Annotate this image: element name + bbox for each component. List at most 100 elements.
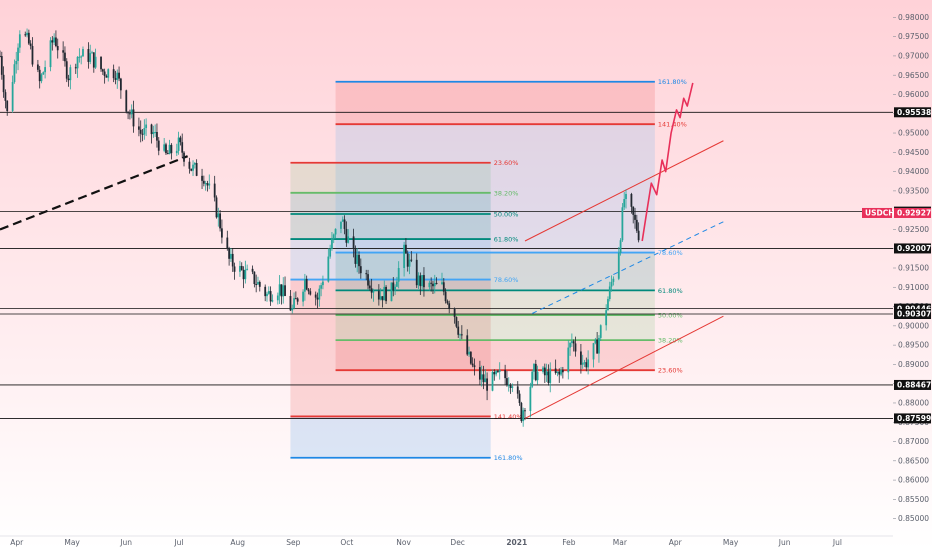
candle-body — [511, 386, 514, 388]
candle-body — [38, 69, 41, 82]
candle-body — [580, 351, 582, 365]
candle-body — [26, 32, 28, 36]
candle-body — [114, 78, 117, 80]
candle-body — [296, 298, 299, 302]
candle-body — [233, 266, 236, 272]
candle-body — [469, 351, 472, 364]
candle-body — [76, 56, 79, 69]
trendline-black-dashed[interactable] — [0, 155, 189, 231]
candle-body — [466, 335, 469, 355]
candle-body — [370, 288, 373, 293]
fib-right-zone-band — [335, 252, 655, 291]
candle-body — [471, 363, 474, 366]
candle-body — [266, 293, 268, 297]
fib-left-zone-band — [290, 239, 491, 280]
y-tick-label: 0.90000 — [898, 321, 929, 330]
candle-body — [215, 197, 218, 218]
candle-body — [484, 378, 487, 383]
candle-body — [119, 78, 122, 91]
candle-body — [92, 52, 95, 68]
candle-body — [493, 371, 496, 375]
candle-body — [132, 109, 135, 127]
candle-body — [183, 152, 185, 162]
candle-body — [383, 286, 386, 301]
y-tick-label: 0.85000 — [898, 514, 929, 523]
candle-body — [87, 49, 90, 62]
candle-body — [280, 284, 283, 297]
candle-body — [459, 334, 461, 336]
candle-body — [347, 236, 350, 243]
trendline-channel-upper[interactable] — [524, 140, 724, 242]
candle-body — [531, 371, 534, 387]
candle-body — [269, 291, 272, 302]
candle-body — [62, 50, 65, 53]
candle-body — [303, 279, 306, 292]
candle-body — [457, 326, 460, 335]
y-tick-label: 0.94500 — [898, 148, 929, 157]
candle-body — [190, 168, 193, 171]
candle-body — [91, 52, 93, 54]
candle-body — [156, 131, 158, 141]
candle-body — [13, 64, 16, 82]
level-price-tag — [894, 379, 931, 390]
candle-body — [258, 281, 261, 287]
trendline-channel-lower[interactable] — [524, 315, 724, 419]
candle-body — [385, 286, 387, 302]
candle-body — [255, 284, 258, 286]
candle-body — [520, 403, 523, 422]
candle-body — [435, 282, 438, 285]
level-price-tag — [894, 243, 931, 254]
candle-body — [583, 362, 586, 364]
candle-body — [334, 228, 337, 235]
candle-body — [284, 285, 286, 296]
candle-body — [244, 269, 247, 280]
candle-body — [195, 162, 198, 176]
fib-right-zone-band — [335, 124, 655, 253]
candle-body — [570, 341, 573, 343]
candle-body — [42, 72, 45, 75]
candle-body — [278, 284, 281, 296]
candle-body — [612, 278, 615, 282]
candle-body — [105, 76, 108, 78]
candle-body — [585, 362, 588, 368]
candle-body — [506, 378, 508, 386]
candle-body — [359, 266, 362, 274]
candle-body — [545, 371, 548, 376]
candle-body — [599, 325, 602, 338]
candle-body — [228, 248, 231, 259]
candle-body — [598, 337, 600, 354]
candle-body — [482, 374, 485, 383]
candle-body — [150, 124, 153, 135]
x-tick-label: Feb — [562, 538, 576, 547]
candle-body — [2, 74, 5, 93]
candle-body — [294, 298, 297, 300]
candle-body — [318, 288, 321, 300]
candle-body — [587, 359, 590, 368]
level-price-tag-text: 0.87599 — [897, 414, 931, 423]
candle-body — [372, 291, 375, 293]
y-tick-label: 0.89000 — [898, 360, 929, 369]
candle-body — [460, 334, 463, 336]
candle-body — [165, 144, 167, 154]
fib-left-level-label: 23.60% — [494, 159, 519, 167]
candle-body — [11, 81, 14, 112]
last-price-tag — [894, 207, 931, 218]
candle-body — [145, 124, 148, 129]
candle-body — [143, 128, 146, 135]
candle-body — [343, 219, 346, 229]
candle-body — [257, 281, 259, 285]
fib-right-zone-band — [335, 290, 655, 316]
x-tick-label: Dec — [450, 538, 465, 547]
candle-body — [246, 268, 249, 270]
candle-body — [365, 273, 368, 275]
forecast-path[interactable] — [641, 82, 694, 242]
candle-body — [56, 46, 59, 51]
candle-body — [572, 341, 575, 344]
candle-body — [596, 339, 599, 354]
candle-body — [6, 100, 9, 112]
candle-body — [478, 367, 481, 380]
x-tick-label: Jun — [119, 538, 132, 547]
fib-right-level-label: 161.80% — [658, 78, 687, 86]
